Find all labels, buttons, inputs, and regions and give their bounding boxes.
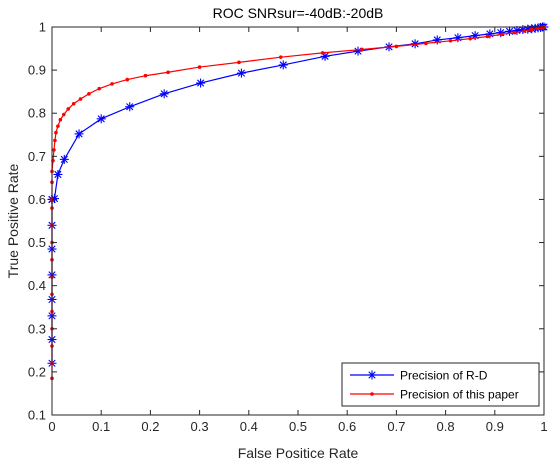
data-point [87, 92, 91, 96]
data-point [522, 29, 527, 33]
y-tick-label: 1 [39, 20, 46, 35]
x-tick-label: 0.3 [191, 419, 209, 434]
data-point [166, 70, 170, 75]
data-point [78, 97, 83, 101]
legend-item-1: Precision of R-D [350, 369, 488, 383]
data-point [97, 86, 102, 91]
y-tick-label: 0.8 [28, 106, 46, 121]
data-point [58, 117, 63, 122]
data-point [125, 77, 130, 82]
data-point [512, 25, 522, 35]
x-tick-label: 0.7 [387, 419, 405, 434]
x-tick-label: 0 [48, 419, 55, 434]
data-point [485, 34, 490, 39]
data-point [196, 78, 206, 88]
y-tick-label: 0.3 [28, 321, 46, 336]
chart-title: ROC SNRsur=-40dB:-20dB [213, 5, 384, 21]
data-point [468, 36, 473, 41]
y-tick-label: 0.9 [28, 63, 46, 78]
data-point [66, 107, 71, 111]
data-point [110, 82, 114, 86]
x-tick-label: 0.1 [92, 419, 110, 434]
legend-item-2: Precision of this paper [350, 388, 519, 402]
data-point [424, 41, 428, 46]
legend-label: Precision of this paper [400, 388, 519, 402]
data-point [143, 73, 148, 78]
data-point [197, 65, 202, 69]
data-point [236, 68, 246, 78]
x-axis-label: False Positice Rate [238, 445, 359, 461]
data-point [496, 28, 506, 38]
legend-marker [367, 370, 377, 380]
y-tick-label: 0.1 [28, 408, 46, 423]
data-point [96, 114, 106, 124]
data-point [62, 112, 66, 117]
data-point [159, 89, 169, 99]
data-point [74, 129, 84, 139]
data-point [56, 124, 60, 128]
data-point [360, 47, 364, 52]
data-point [500, 32, 504, 37]
y-tick-label: 0.2 [28, 364, 46, 379]
data-point [320, 51, 325, 55]
data-point [52, 148, 56, 152]
data-point [512, 30, 517, 35]
y-tick-label: 0.4 [28, 278, 46, 293]
y-axis-label: True Positive Rate [5, 163, 21, 278]
y-tick-label: 0.6 [28, 192, 46, 207]
data-point [237, 60, 241, 65]
data-point [71, 101, 76, 106]
x-tick-label: 0.6 [338, 419, 356, 434]
data-point [59, 154, 69, 164]
data-point [529, 27, 534, 32]
legend-box [341, 362, 540, 407]
x-tick-label: 1 [540, 419, 547, 434]
x-tick-label: 0.4 [240, 419, 258, 434]
data-point [49, 194, 59, 204]
data-point [278, 55, 283, 59]
legend-label: Precision of R-D [400, 369, 488, 383]
x-tick-label: 0.8 [437, 419, 455, 434]
legend: Precision of R-D Precision of this paper [341, 362, 540, 407]
data-point [53, 169, 63, 179]
data-point [54, 130, 58, 135]
data-point [278, 60, 288, 70]
data-point [125, 102, 135, 112]
x-tick-label: 0.5 [289, 419, 307, 434]
data-point [448, 38, 453, 43]
x-tick-label: 0.2 [141, 419, 159, 434]
data-point [505, 26, 515, 36]
x-tick-label: 0.9 [486, 419, 504, 434]
data-point [394, 44, 399, 49]
y-tick-label: 0.5 [28, 235, 46, 250]
legend-marker [370, 392, 374, 396]
y-tick-label: 0.7 [28, 149, 46, 164]
data-point [53, 138, 57, 143]
